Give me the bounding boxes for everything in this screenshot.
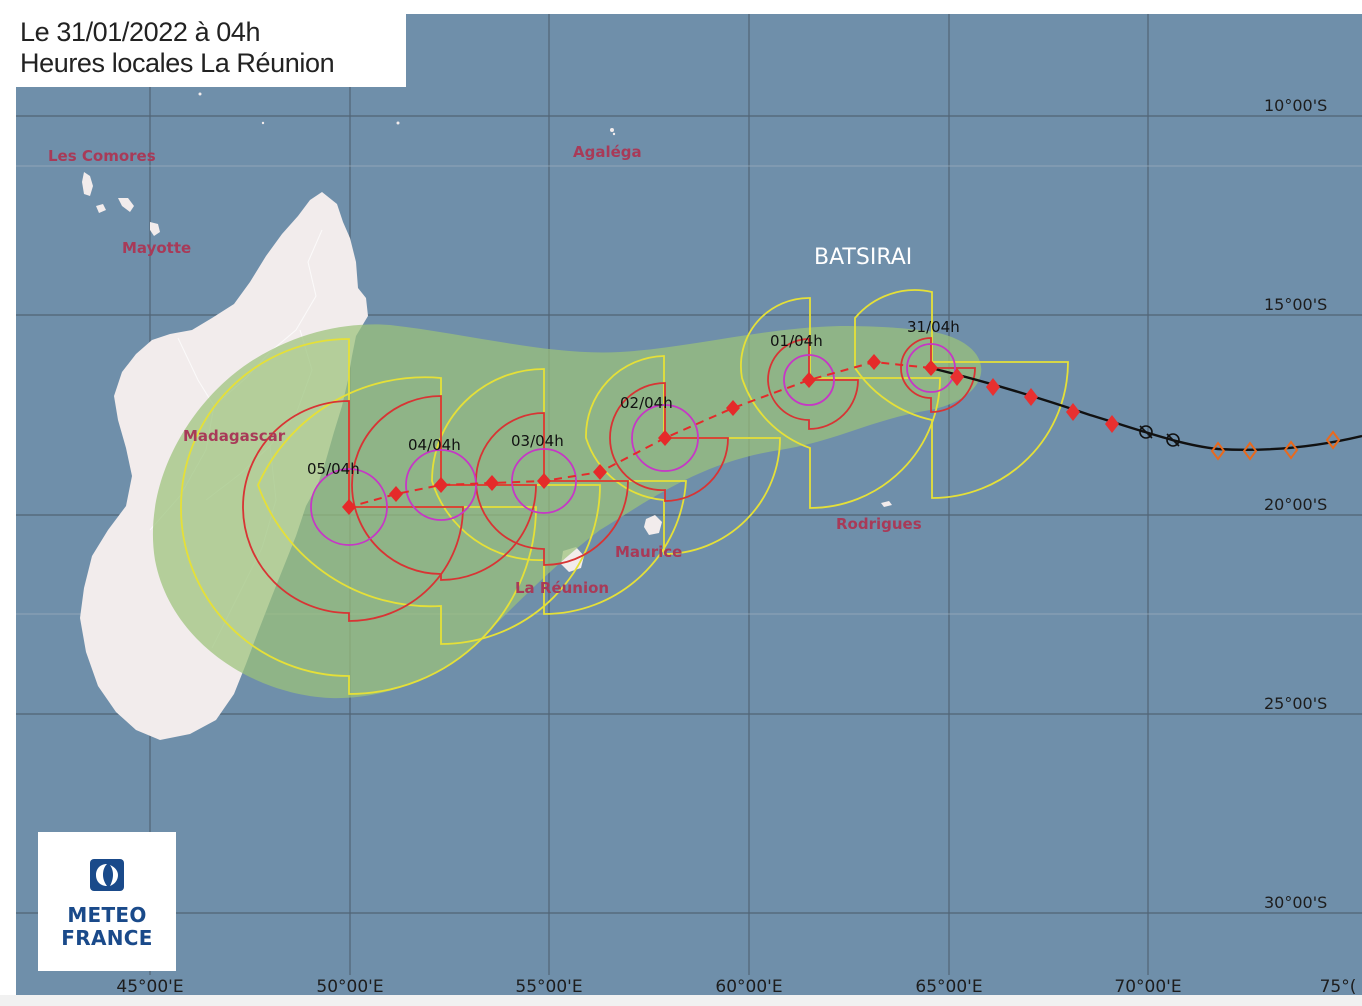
- forecast-label-31: 31/04h: [907, 318, 960, 336]
- lat-label-20s: 20°00'S: [1264, 495, 1327, 514]
- lon-label-75e: 75°(: [1320, 977, 1357, 997]
- lat-label-25s: 25°00'S: [1264, 694, 1327, 713]
- place-label-maurice: Maurice: [615, 543, 682, 561]
- mayotte-island: [150, 222, 160, 236]
- mauritius-island: [644, 515, 662, 535]
- place-label-madagascar: Madagascar: [183, 427, 286, 445]
- meteo-france-emblem-icon: [90, 859, 124, 891]
- cyclone-icon: [434, 477, 448, 493]
- disturbance-icon: [1139, 425, 1153, 439]
- tropical-depression-icon: [1283, 440, 1299, 460]
- disturbance-icon: [1166, 433, 1180, 447]
- place-label-comores: Les Comores: [48, 147, 156, 165]
- rodrigues-island: [881, 501, 892, 507]
- place-label-mayotte: Mayotte: [122, 239, 191, 257]
- place-label-rodrigues: Rodrigues: [836, 515, 922, 533]
- lat-label-10s: 10°00'S: [1264, 96, 1327, 115]
- lon-label-45e: 45°00'E: [116, 977, 183, 997]
- forecast-label-05: 05/04h: [307, 460, 360, 478]
- issue-date-label: Le 31/01/2022 à 04h: [20, 17, 261, 47]
- issue-time-panel: Le 31/01/2022 à 04h Heures locales La Ré…: [16, 14, 406, 87]
- cyclone-icon: [924, 360, 938, 376]
- lat-label-30s: 30°00'S: [1264, 893, 1327, 912]
- logo-word-france: FRANCE: [61, 926, 153, 950]
- moheli-island: [96, 204, 106, 213]
- lon-label-70e: 70°00'E: [1114, 977, 1181, 997]
- wind-radii-50kt: [242, 337, 976, 622]
- tropical-depression-icon: [1210, 441, 1226, 461]
- forecast-label-04: 04/04h: [408, 436, 461, 454]
- grande-comore-island: [82, 172, 93, 196]
- tropical-depression-icon: [1242, 441, 1258, 461]
- logo-word-meteo: METEO: [67, 903, 147, 927]
- forecast-label-01: 01/04h: [770, 332, 823, 350]
- past-positions: [950, 368, 1119, 433]
- uncertainty-cone: [152, 324, 982, 699]
- lon-label-65e: 65°00'E: [915, 977, 982, 997]
- lon-label-50e: 50°00'E: [316, 977, 383, 997]
- lon-label-60e: 60°00'E: [715, 977, 782, 997]
- early-positions: [1210, 430, 1341, 461]
- anjouan-island: [118, 198, 134, 212]
- lon-label-55e: 55°00'E: [515, 977, 582, 997]
- agalega-island: [610, 128, 614, 132]
- forecast-positions: [342, 354, 938, 515]
- storm-name: BATSIRAI: [814, 245, 912, 270]
- timezone-label: Heures locales La Réunion: [20, 48, 335, 78]
- place-label-agalega: Agaléga: [573, 143, 642, 161]
- place-label-reunion: La Réunion: [515, 579, 609, 597]
- forecast-label-02: 02/04h: [620, 394, 673, 412]
- lat-label-15s: 15°00'S: [1264, 295, 1327, 314]
- forecast-label-03: 03/04h: [511, 432, 564, 450]
- cyclone-icon: [342, 499, 356, 515]
- disturbance-symbols: [1139, 425, 1180, 447]
- meteo-france-logo: METEO FRANCE: [38, 832, 176, 971]
- bottom-strip: [0, 995, 1362, 1006]
- cyclone-icon: [658, 430, 672, 446]
- wind-radii-34kt: [180, 289, 1069, 695]
- cyclone-icon: [802, 372, 816, 388]
- wind-radii-64kt: [310, 343, 956, 546]
- tropical-depression-icon: [1325, 430, 1341, 450]
- cyclone-icon: [537, 473, 551, 489]
